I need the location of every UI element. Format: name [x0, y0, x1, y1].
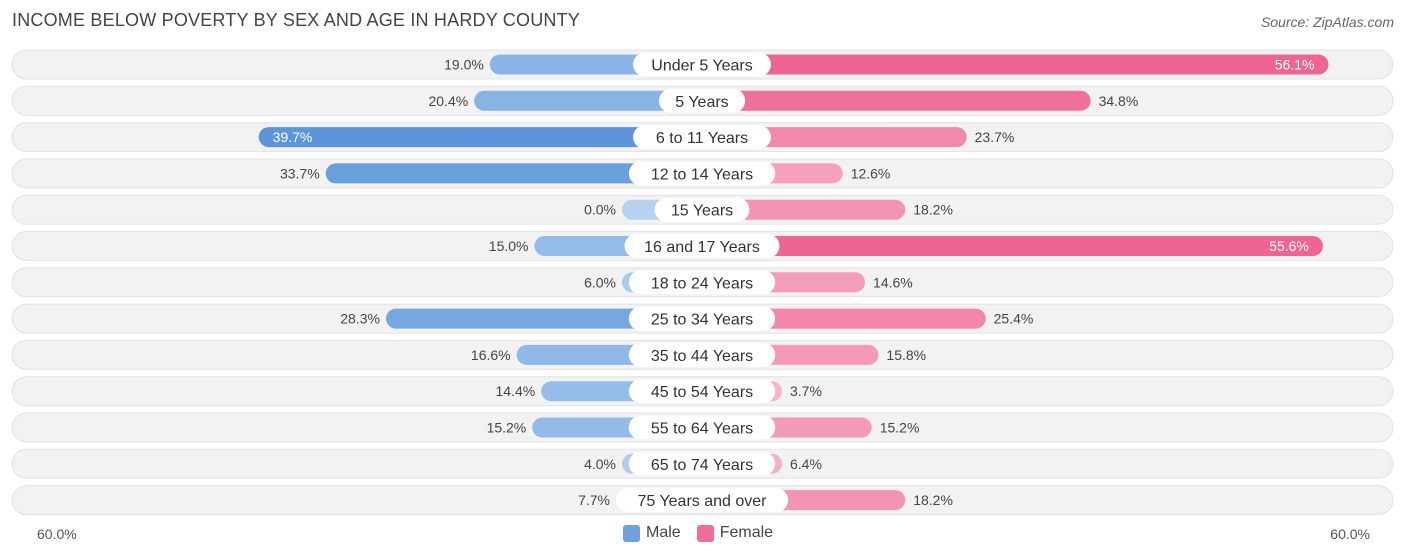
axis-left-label: 60.0%: [37, 526, 77, 542]
legend-item-female: Female: [696, 524, 774, 542]
male-value-label: 7.7%: [578, 492, 610, 508]
diverging-bar-chart: 19.0% 56.1% Under 5 Years 20.4% 34.8% 5 Years…: [11, 49, 1394, 516]
male-bar: [325, 163, 702, 184]
female-bar: [702, 90, 1091, 111]
category-pill: [624, 234, 780, 258]
female-value-label: 56.1%: [1275, 57, 1315, 73]
category-pill: [628, 415, 776, 440]
category-pill: [633, 52, 771, 77]
category-label: 12 to 14 Years: [651, 166, 753, 183]
male-value-label: 33.7%: [280, 165, 320, 181]
category-pill: [628, 342, 776, 367]
female-value-label: 34.8%: [1099, 93, 1139, 109]
male-value-label: 14.4%: [495, 383, 535, 399]
male-value-label: 20.4%: [428, 93, 468, 109]
category-label: 55 to 64 Years: [651, 421, 753, 438]
category-label: 75 Years and over: [638, 493, 768, 510]
male-value-label: 15.2%: [487, 420, 527, 436]
female-value-label: 18.2%: [913, 202, 953, 218]
female-value-label: 3.7%: [790, 383, 822, 399]
category-label: 18 to 24 Years: [651, 275, 753, 292]
female-bar: [702, 54, 1329, 75]
category-pill: [615, 488, 789, 513]
female-value-label: 12.6%: [851, 165, 891, 181]
legend-swatch-male: [623, 524, 640, 542]
male-bar: [258, 127, 702, 148]
legend: Male Female: [623, 524, 789, 542]
male-value-label: 16.6%: [471, 347, 511, 363]
female-value-label: 15.2%: [880, 420, 920, 436]
category-pill: [628, 161, 776, 186]
female-value-label: 6.4%: [790, 456, 822, 472]
category-label: 15 Years: [671, 203, 733, 220]
legend-label-male: Male: [646, 524, 681, 541]
female-value-label: 15.8%: [886, 347, 926, 363]
category-pill: [628, 379, 776, 404]
male-value-label: 6.0%: [584, 274, 616, 290]
category-label: 45 to 54 Years: [651, 384, 753, 401]
male-value-label: 28.3%: [340, 311, 380, 327]
male-value-label: 4.0%: [584, 456, 616, 472]
female-value-label: 14.6%: [873, 274, 913, 290]
category-label: 16 and 17 Years: [644, 239, 760, 256]
male-value-label: 19.0%: [444, 57, 484, 73]
male-value-label: 15.0%: [489, 238, 529, 254]
category-pill: [654, 197, 750, 222]
category-pill: [658, 88, 746, 113]
male-bar: [474, 90, 702, 111]
category-label: 35 to 44 Years: [651, 348, 753, 365]
category-pill: [628, 270, 776, 295]
chart-source: Source: ZipAtlas.com: [1260, 14, 1394, 30]
female-bar: [702, 236, 1323, 256]
category-pill: [628, 451, 776, 476]
category-pill: [628, 306, 776, 331]
legend-swatch-female: [696, 524, 714, 542]
male-bar: [385, 308, 702, 329]
female-value-label: 25.4%: [994, 311, 1034, 327]
legend-item-male: Male: [623, 524, 681, 542]
category-label: 65 to 74 Years: [651, 457, 753, 474]
category-label: 5 Years: [675, 94, 728, 111]
category-label: 6 to 11 Years: [656, 130, 748, 147]
female-value-label: 55.6%: [1269, 238, 1309, 254]
category-label: 25 to 34 Years: [651, 312, 753, 329]
axis-right-label: 60.0%: [1330, 526, 1370, 542]
male-value-label: 0.0%: [584, 202, 616, 218]
chart-title: INCOME BELOW POVERTY BY SEX AND AGE IN H…: [12, 10, 581, 30]
category-pill: [633, 125, 771, 150]
legend-label-female: Female: [719, 524, 774, 541]
category-label: Under 5 Years: [651, 58, 752, 75]
female-value-label: 18.2%: [913, 492, 953, 508]
female-value-label: 23.7%: [975, 129, 1015, 145]
female-bar: [702, 199, 906, 220]
male-value-label: 39.7%: [273, 129, 313, 145]
